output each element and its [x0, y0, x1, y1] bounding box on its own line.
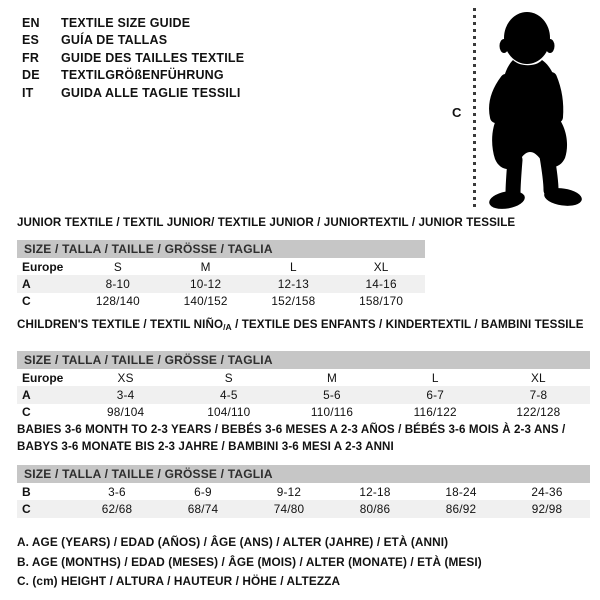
- table-row: Europe XS S M L XL: [17, 369, 590, 386]
- footnote: B. AGE (MONTHS) / EDAD (MESES) / ÂGE (MO…: [17, 554, 482, 569]
- section-title-text: / TEXTILE DES ENFANTS / KINDERTEXTIL / B…: [231, 318, 584, 331]
- section-title: CHILDREN'S TEXTILE / TEXTIL NIÑO/A / TEX…: [17, 316, 590, 336]
- footnote-list: A. AGE (YEARS) / EDAD (AÑOS) / ÂGE (ANS)…: [17, 533, 482, 592]
- section-title-subscript: /A: [223, 322, 232, 332]
- language-code: EN: [22, 16, 40, 30]
- table-row: A 3-4 4-5 5-6 6-7 7-8: [17, 386, 590, 404]
- section-title-line: BABYS 3-6 MONATE BIS 2-3 JAHRE / BAMBINI…: [17, 440, 394, 453]
- table-cell: 18-24: [445, 484, 477, 499]
- language-title: GUIDA ALLE TAGLIE TESSILI: [61, 85, 241, 100]
- language-row: DE TEXTILGRÖßENFÜHRUNG: [22, 67, 244, 84]
- table-row: C 98/104 104/110 110/116 116/122 122/128: [17, 404, 590, 421]
- table-cell: M: [200, 259, 211, 274]
- table-cell: 6-9: [194, 484, 212, 499]
- row-label: C: [22, 405, 31, 420]
- row-label: C: [22, 294, 31, 309]
- table-cell: 6-7: [426, 387, 445, 402]
- language-row: EN TEXTILE SIZE GUIDE: [22, 15, 244, 32]
- section-junior-textile: JUNIOR TEXTILE / TEXTIL JUNIOR/ TEXTILE …: [17, 214, 516, 310]
- table-row: B 3-6 6-9 9-12 12-18 18-24 24-36: [17, 483, 590, 500]
- language-row: IT GUIDA ALLE TAGLIE TESSILI: [22, 85, 244, 102]
- table-cell: 104/110: [207, 405, 251, 420]
- language-title: TEXTILE SIZE GUIDE: [61, 16, 191, 30]
- section-title-line: BABIES 3-6 MONTH TO 2-3 YEARS / BEBÉS 3-…: [17, 423, 566, 436]
- row-label: A: [22, 387, 31, 402]
- table-cell: 3-4: [116, 387, 135, 402]
- table-cell: 5-6: [323, 387, 341, 402]
- table-row: C 62/68 68/74 74/80 80/86 86/92 92/98: [17, 500, 590, 518]
- table-cell: 152/158: [271, 294, 316, 309]
- table-cell: 62/68: [101, 501, 133, 516]
- table-cell: 110/116: [310, 405, 354, 420]
- language-title: GUÍA DE TALLAS: [61, 33, 168, 48]
- row-label: Europe: [22, 370, 64, 385]
- row-label: C: [22, 501, 31, 516]
- table-cell: 86/92: [445, 501, 477, 516]
- table-row: Europe S M L XL: [17, 258, 425, 275]
- table-cell: 68/74: [187, 501, 219, 516]
- table-cell: 12-18: [359, 484, 391, 499]
- table-cell: 12-13: [277, 276, 309, 291]
- language-row: ES GUÍA DE TALLAS: [22, 32, 244, 49]
- table-cell: 24-36: [531, 484, 563, 499]
- language-code: FR: [22, 50, 40, 65]
- table-cell: L: [289, 259, 297, 274]
- table-cell: 7-8: [529, 387, 548, 402]
- table-cell: 80/86: [359, 501, 391, 516]
- table-cell: 92/98: [531, 501, 563, 516]
- section-title: JUNIOR TEXTILE / TEXTIL JUNIOR/ TEXTILE …: [17, 216, 516, 229]
- baby-silhouette-icon: [489, 12, 582, 209]
- language-code: ES: [22, 33, 40, 48]
- table-cell: 140/152: [183, 294, 228, 309]
- table-cell: 3-6: [108, 484, 126, 499]
- footnote: C. (cm) HEIGHT / ALTURA / HAUTEUR / HÖHE…: [17, 574, 341, 589]
- table-cell: 10-12: [190, 276, 222, 291]
- table-cell: S: [224, 370, 233, 385]
- table-row: C 128/140 140/152 152/158 158/170: [17, 293, 425, 310]
- section-babies-textile: BABIES 3-6 MONTH TO 2-3 YEARS / BEBÉS 3-…: [17, 421, 590, 518]
- table-cell: S: [113, 259, 122, 274]
- row-label: A: [22, 276, 31, 291]
- language-title: GUIDE DES TAILLES TEXTILE: [61, 50, 245, 65]
- table-size-header: SIZE / TALLA / TAILLE / GRÖSSE / TAGLIA: [17, 351, 590, 369]
- row-label: B: [22, 484, 31, 499]
- table-cell: XL: [373, 259, 389, 274]
- table-cell: 128/140: [95, 294, 140, 309]
- language-list: EN TEXTILE SIZE GUIDE ES GUÍA DE TALLAS FR GU…: [22, 15, 244, 102]
- table-size-header: SIZE / TALLA / TAILLE / GRÖSSE / TAGLIA: [17, 465, 590, 483]
- height-measure-label: C: [452, 105, 462, 120]
- footnote: A. AGE (YEARS) / EDAD (AÑOS) / ÂGE (ANS)…: [17, 535, 449, 549]
- table-cell: 74/80: [273, 501, 305, 516]
- section-childrens-textile: CHILDREN'S TEXTILE / TEXTIL NIÑO/A / TEX…: [17, 316, 590, 421]
- language-code: IT: [22, 85, 34, 100]
- table-cell: 14-16: [365, 276, 397, 291]
- table-size-header: SIZE / TALLA / TAILLE / GRÖSSE / TAGLIA: [17, 240, 425, 258]
- table-cell: M: [326, 370, 338, 385]
- table-cell: 8-10: [105, 276, 131, 291]
- row-label: Europe: [22, 259, 64, 274]
- language-code: DE: [22, 68, 40, 83]
- table-row: A 8-10 10-12 12-13 14-16: [17, 275, 425, 293]
- table-cell: 122/128: [516, 405, 561, 420]
- language-title: TEXTILGRÖßENFÜHRUNG: [61, 68, 224, 83]
- table-cell: 158/170: [359, 294, 404, 309]
- section-title-text: CHILDREN'S TEXTILE / TEXTIL NIÑO: [17, 318, 224, 331]
- height-measure-dotted-line: [473, 8, 476, 209]
- language-row: FR GUIDE DES TAILLES TEXTILE: [22, 50, 244, 67]
- table-cell: XL: [530, 370, 546, 385]
- table-cell: L: [431, 370, 439, 385]
- table-cell: 116/122: [413, 405, 457, 420]
- table-cell: 9-12: [276, 484, 302, 499]
- table-cell: XS: [117, 370, 134, 385]
- table-cell: 4-5: [219, 387, 238, 402]
- table-cell: 98/104: [106, 405, 145, 420]
